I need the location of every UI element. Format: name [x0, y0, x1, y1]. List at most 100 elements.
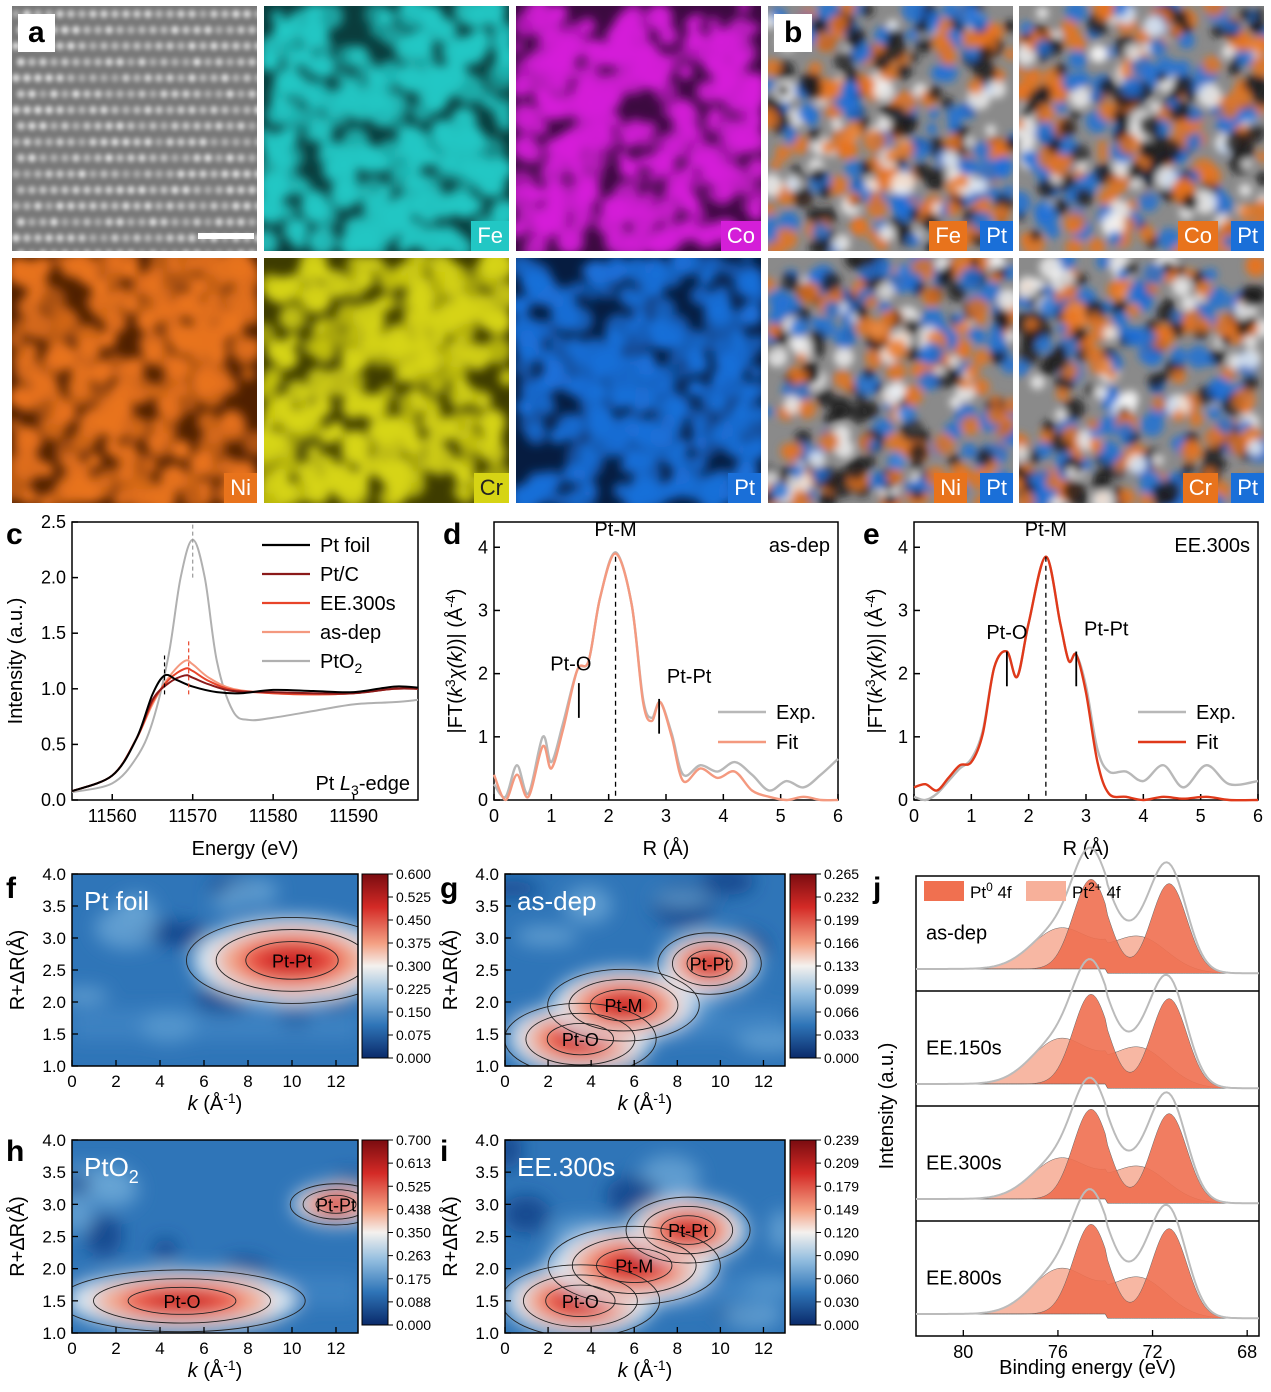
element-badge-fe: Fe	[929, 221, 967, 251]
y-axis-label: |FT(k3χ(k))| (Å-4)	[862, 589, 887, 734]
overlay-co-pt	[1019, 6, 1264, 251]
pt0-peak-as-dep	[916, 878, 1259, 974]
colorbar-tick-label: 0.450	[396, 912, 431, 928]
y-tick-label: 3.5	[42, 1163, 66, 1182]
y-tick-label: 2.0	[475, 1260, 499, 1279]
peak-label-pt-o: Pt-O	[986, 622, 1027, 644]
colorbar-tick-label: 0.000	[824, 1050, 859, 1066]
x-tick-label: 4	[155, 1072, 164, 1091]
co-map	[516, 6, 761, 251]
y-tick-label: 3.0	[475, 929, 499, 948]
legend-pt-c: Pt/C	[320, 564, 359, 586]
series-fit	[492, 552, 839, 802]
fe-map-panel: Fe	[264, 6, 509, 251]
x-tick-label: 8	[243, 1339, 252, 1358]
y-axis-label: R+ΔR(Å)	[6, 1196, 29, 1277]
colorbar-tick-label: 0.263	[396, 1248, 431, 1264]
y-tick-label: 4.0	[475, 1131, 499, 1150]
x-tick-label: 5	[776, 806, 786, 826]
colorbar-tick-label: 0.133	[824, 958, 859, 974]
fe-map	[264, 6, 509, 251]
series-pt-c	[71, 674, 419, 793]
legend-fit: Fit	[776, 732, 799, 754]
y-tick-label: 4	[898, 537, 908, 557]
y-tick-label: 1.5	[42, 1292, 66, 1311]
x-tick-label: 6	[199, 1339, 208, 1358]
y-tick-label: 2.0	[42, 993, 66, 1012]
cr-map	[264, 258, 509, 503]
envelope-ee.150s	[916, 958, 1259, 1090]
scale-bar	[198, 233, 254, 239]
x-tick-label: 2	[1024, 806, 1034, 826]
x-tick-label: 10	[711, 1339, 730, 1358]
y-tick-label: 1	[478, 727, 488, 747]
element-badge-ni: Ni	[934, 473, 967, 503]
peak-label-pt-pt: Pt-Pt	[667, 666, 712, 688]
colorbar-tick-label: 0.438	[396, 1201, 431, 1217]
colorbar-tick-label: 0.350	[396, 1225, 431, 1241]
x-tick-label: 6	[833, 806, 843, 826]
x-tick-label: 10	[283, 1072, 302, 1091]
x-tick-label: 12	[754, 1339, 773, 1358]
legend-pt-foil: Pt foil	[320, 535, 370, 557]
colorbar-tick-label: 0.225	[396, 981, 431, 997]
chart-j: as-dep EE.150s EE.300s EE.800s 80 76 72 68 Bindi…	[876, 846, 1260, 1379]
colorbar-tick-label: 0.175	[396, 1271, 431, 1287]
peak-label-pt-o: Pt-O	[550, 653, 591, 675]
heatmap-peak-pt-o: Pt-O	[562, 1292, 599, 1312]
pt2-peak-as-dep	[915, 927, 1260, 974]
x-tick-label: 0	[67, 1339, 76, 1358]
colorbar-tick-label: 0.090	[824, 1248, 859, 1264]
edge-annotation: Pt L3-edge	[315, 773, 410, 798]
chart-e: 0 1 2 3 4 5 6 0 1 2 3 4 R (Å) |FT(k3χ(k))| (Å-4) EE.30…	[862, 519, 1263, 860]
heatmap-i: Pt-O Pt-M Pt-Pt 0 2 4 6 8 10 12 1.0 1.5 2.0 2.5 3.0 3.5…	[439, 1131, 859, 1382]
sample-label: EE.300s	[926, 1152, 1002, 1174]
colorbar-tick-label: 0.166	[824, 935, 859, 951]
y-tick-label: 1.5	[475, 1292, 499, 1311]
legend-fit: Fit	[1196, 732, 1219, 754]
element-badge-cr: Cr	[473, 473, 509, 503]
y-tick-label: 0	[898, 790, 908, 810]
element-badge-pt: Pt	[1231, 473, 1264, 503]
y-tick-label: 0.0	[41, 790, 66, 810]
y-tick-label: 1.5	[41, 623, 66, 643]
y-tick-label: 2.0	[41, 568, 66, 588]
colorbar-tick-label: 0.232	[824, 889, 859, 905]
y-tick-label: 2.5	[41, 512, 66, 532]
legend-as-dep: as-dep	[320, 622, 381, 644]
x-tick-label: 80	[953, 1342, 973, 1362]
colorbar-tick-label: 0.600	[396, 866, 431, 882]
chart-d: 0 1 2 3 4 5 6 0 1 2 3 4 R (Å) |FT(k3χ(k))| (Å-4) as-de…	[442, 519, 843, 860]
colorbar-tick-label: 0.209	[824, 1155, 859, 1171]
x-tick-label: 2	[111, 1339, 120, 1358]
pt2-peak-ee.300s	[916, 1157, 1260, 1204]
colorbar-tick-label: 0.066	[824, 1004, 859, 1020]
y-tick-label: 2.5	[475, 961, 499, 980]
envelope-as-dep	[916, 846, 1260, 975]
overlay-ni-pt	[768, 258, 1013, 503]
x-tick-label: 1	[546, 806, 556, 826]
x-tick-label: 0	[500, 1072, 509, 1091]
series-fit	[913, 555, 1259, 802]
y-tick-label: 1.0	[41, 679, 66, 699]
x-tick-label: 12	[327, 1339, 346, 1358]
colorbar-tick-label: 0.120	[824, 1225, 859, 1241]
series-ee-300s	[71, 667, 419, 793]
panel-label-g: g	[440, 872, 459, 905]
pt0-peak-ee.150s	[916, 993, 1259, 1089]
y-tick-label: 2.0	[42, 1260, 66, 1279]
y-tick-label: 0.5	[41, 734, 66, 754]
heatmap-title: PtO2	[84, 1152, 139, 1187]
x-tick-label: 10	[711, 1072, 730, 1091]
x-tick-label: 11580	[249, 806, 298, 826]
x-tick-label: 6	[1253, 806, 1263, 826]
y-tick-label: 3.0	[42, 929, 66, 948]
series-pt-foil	[71, 673, 419, 793]
element-badge-pt: Pt	[1231, 221, 1264, 251]
sample-label: EE.150s	[926, 1037, 1002, 1059]
panel-label-f: f	[6, 872, 16, 905]
series-as-dep	[71, 659, 419, 793]
element-badge-fe: Fe	[471, 221, 509, 251]
x-axis-label: R (Å)	[643, 837, 690, 860]
y-tick-label: 1	[898, 727, 908, 747]
